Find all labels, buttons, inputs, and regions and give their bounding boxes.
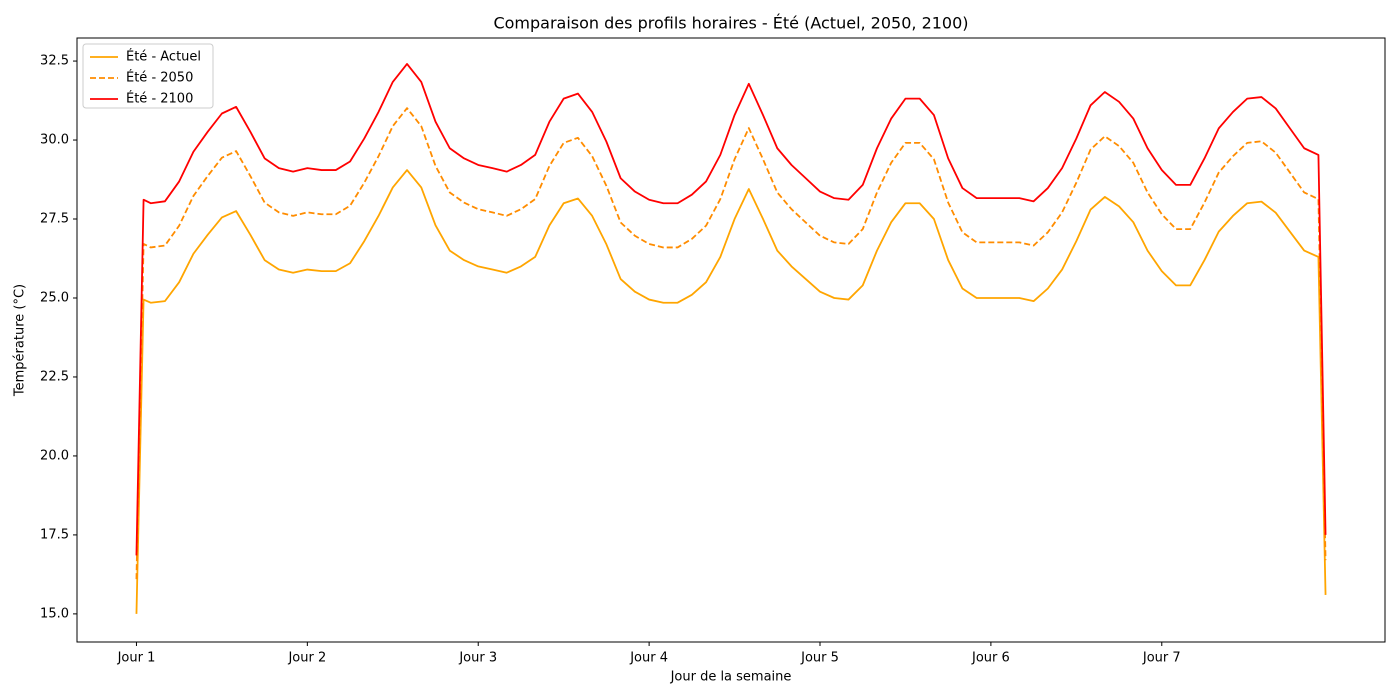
- x-tick-label: Jour 3: [458, 651, 497, 666]
- y-tick-label: 27.5: [40, 212, 69, 227]
- y-tick-label: 22.5: [40, 369, 69, 384]
- y-tick-label: 32.5: [40, 54, 69, 69]
- x-tick-label: Jour 1: [117, 651, 156, 666]
- y-tick-label: 15.0: [40, 606, 69, 621]
- y-tick-label: 20.0: [40, 448, 69, 463]
- x-tick-label: Jour 5: [800, 651, 839, 666]
- y-tick-label: 30.0: [40, 133, 69, 148]
- legend-label: Été - 2100: [126, 91, 193, 107]
- y-tick-label: 17.5: [40, 527, 69, 542]
- x-tick-label: Jour 7: [1142, 651, 1181, 666]
- y-axis-label: Température (°C): [13, 284, 28, 397]
- plot-frame: [76, 37, 1386, 643]
- x-tick-label: Jour 2: [287, 651, 326, 666]
- chart-title: Comparaison des profils horaires - Été (…: [493, 14, 968, 33]
- legend-label: Été - 2050: [126, 70, 193, 86]
- legend-label: Été - Actuel: [126, 49, 201, 65]
- series-line: [135, 169, 1327, 614]
- x-tick-label: Jour 6: [971, 651, 1010, 666]
- legend-box: [82, 43, 214, 109]
- y-tick-label: 25.0: [40, 290, 69, 305]
- x-axis-label: Jour de la semaine: [670, 670, 792, 685]
- x-tick-label: Jour 4: [629, 651, 668, 666]
- series-line: [135, 63, 1327, 556]
- series-line: [135, 107, 1327, 580]
